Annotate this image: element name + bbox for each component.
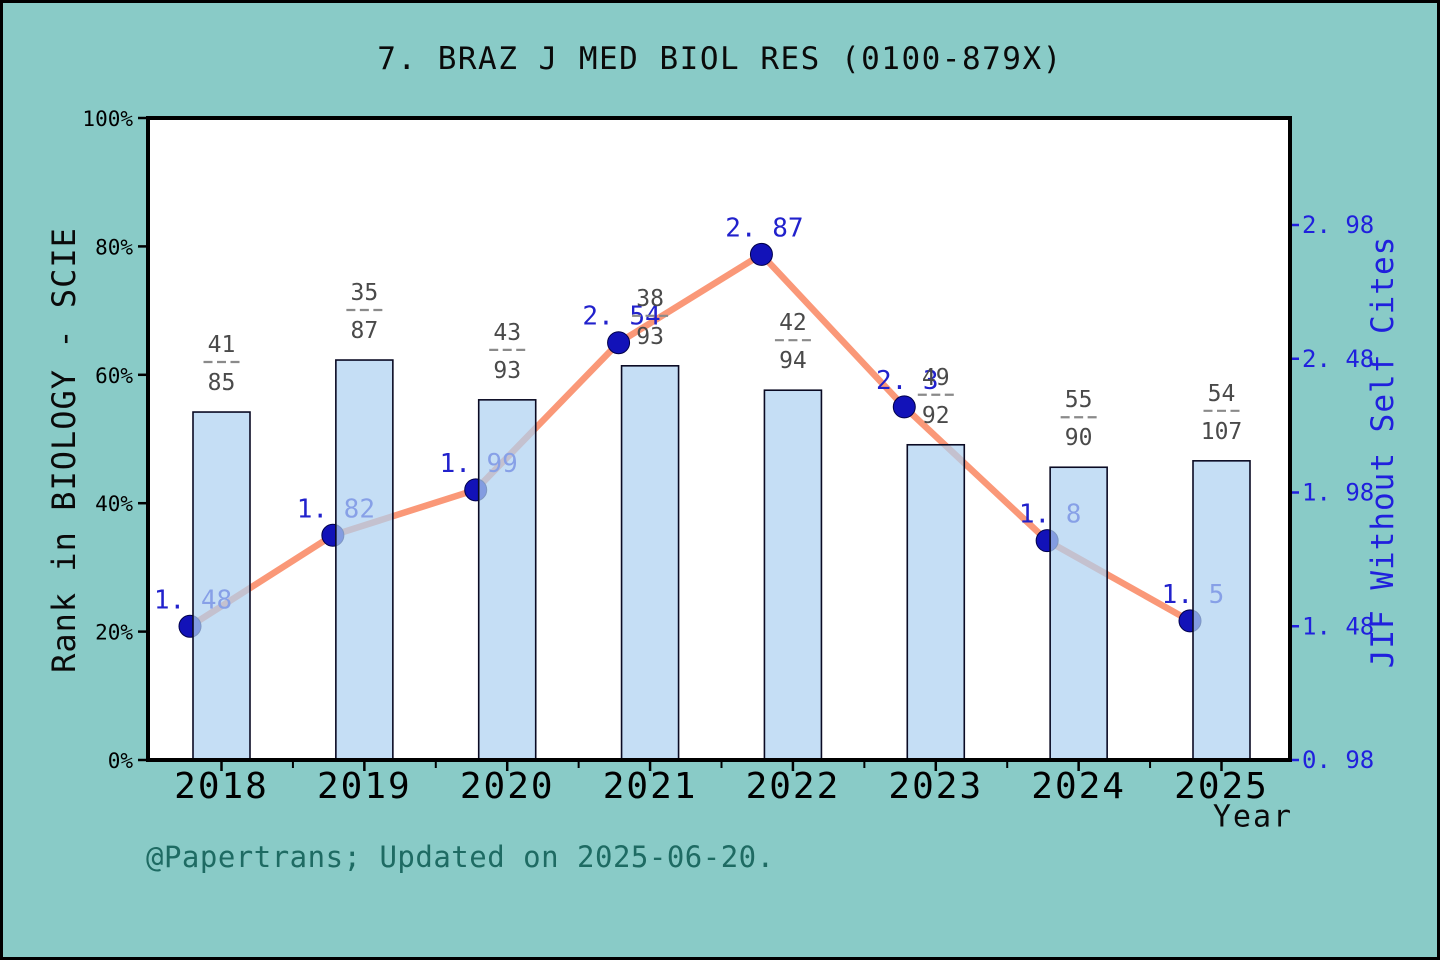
jif-point-label-2023: 2. 3 bbox=[876, 366, 939, 396]
left-tick-label: 100% bbox=[82, 107, 133, 131]
jif-marker-2023 bbox=[892, 395, 916, 419]
bar-2022 bbox=[764, 390, 822, 760]
rank-denominator: 92 bbox=[922, 403, 950, 429]
right-tick-label: 1. 98 bbox=[1302, 479, 1374, 507]
jif-marker-2021 bbox=[607, 331, 631, 355]
bar-2024 bbox=[1050, 467, 1108, 760]
rank-numerator: 42 bbox=[779, 310, 807, 336]
rank-denominator: 90 bbox=[1065, 425, 1093, 451]
bar-2020 bbox=[478, 399, 536, 760]
right-tick-label: 2. 48 bbox=[1302, 345, 1374, 373]
rank-numerator: 35 bbox=[351, 280, 379, 306]
x-tick-label-2024: 2024 bbox=[1031, 766, 1126, 807]
left-axis-title: Rank in BIOLOGY - SCIE bbox=[45, 227, 83, 673]
left-tick-label: 0% bbox=[108, 749, 134, 773]
x-axis-title: Year bbox=[1212, 799, 1294, 835]
rank-denominator: 85 bbox=[208, 370, 236, 396]
rank-denominator: 93 bbox=[493, 358, 521, 384]
x-tick-label-2025: 2025 bbox=[1174, 766, 1269, 807]
rank-denominator: 87 bbox=[351, 318, 379, 344]
rank-numerator: 49 bbox=[922, 365, 950, 391]
x-tick-label-2023: 2023 bbox=[888, 766, 983, 807]
footer-attribution: @Papertrans; Updated on 2025-06-20. bbox=[146, 840, 775, 874]
left-tick-label: 20% bbox=[95, 621, 133, 645]
bar-2025 bbox=[1192, 460, 1250, 760]
rank-numerator: 54 bbox=[1208, 381, 1236, 407]
right-tick-label: 0. 98 bbox=[1302, 746, 1374, 774]
plot-frame bbox=[146, 116, 1292, 762]
chart-title: 7. BRAZ J MED BIOL RES (0100-879X) bbox=[377, 41, 1063, 77]
x-tick-label-2019: 2019 bbox=[317, 766, 412, 807]
rank-numerator: 41 bbox=[208, 332, 236, 358]
rank-numerator: 55 bbox=[1065, 387, 1093, 413]
jif-point-label-2022: 2. 87 bbox=[725, 213, 803, 243]
left-tick-label: 60% bbox=[95, 364, 133, 388]
bar-2021 bbox=[621, 365, 679, 760]
rank-denominator: 93 bbox=[636, 324, 664, 350]
bar-2023 bbox=[907, 444, 965, 760]
rank-numerator: 38 bbox=[636, 286, 664, 312]
x-tick-label-2021: 2021 bbox=[603, 766, 698, 807]
rank-denominator: 94 bbox=[779, 348, 807, 374]
plot-background bbox=[148, 118, 1290, 760]
x-tick-label-2020: 2020 bbox=[460, 766, 555, 807]
right-tick-label: 2. 98 bbox=[1302, 211, 1374, 239]
jif-marker-2022 bbox=[749, 242, 773, 266]
left-tick-label: 80% bbox=[95, 235, 133, 259]
right-tick-label: 1. 48 bbox=[1302, 612, 1374, 640]
right-axis-title: JIF Without Self Cites bbox=[1365, 235, 1401, 669]
rank-denominator: 107 bbox=[1201, 419, 1243, 445]
left-tick-label: 40% bbox=[95, 492, 133, 516]
x-tick-label-2018: 2018 bbox=[174, 766, 269, 807]
bar-2019 bbox=[335, 360, 393, 760]
rank-numerator: 43 bbox=[493, 320, 521, 346]
x-tick-label-2022: 2022 bbox=[746, 766, 841, 807]
bar-2018 bbox=[193, 412, 250, 760]
